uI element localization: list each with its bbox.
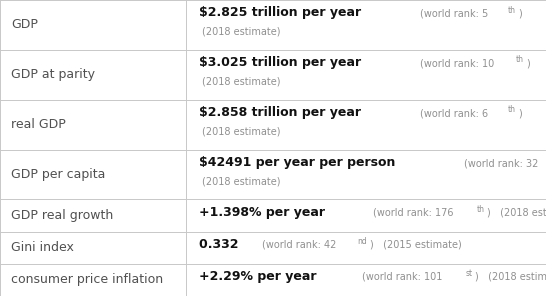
Text: (world rank: 176: (world rank: 176	[373, 207, 454, 218]
Text: (2018 estimate): (2018 estimate)	[202, 127, 281, 137]
Text: ): )	[518, 108, 521, 118]
Text: 0.332: 0.332	[199, 238, 247, 251]
Text: st: st	[466, 269, 473, 278]
Text: (world rank: 10: (world rank: 10	[420, 58, 494, 68]
Text: GDP: GDP	[11, 18, 38, 31]
Text: consumer price inflation: consumer price inflation	[11, 274, 163, 287]
Text: )   (2018 estimate): ) (2018 estimate)	[475, 272, 546, 282]
Text: GDP per capita: GDP per capita	[11, 168, 105, 181]
Text: (world rank: 5: (world rank: 5	[420, 9, 488, 18]
Text: $2.825 trillion per year: $2.825 trillion per year	[199, 7, 370, 20]
Text: +2.29% per year: +2.29% per year	[199, 270, 325, 283]
Text: GDP real growth: GDP real growth	[11, 209, 114, 222]
Text: (world rank: 6: (world rank: 6	[420, 108, 488, 118]
Text: th: th	[508, 6, 516, 15]
Text: GDP at parity: GDP at parity	[11, 68, 95, 81]
Text: )   (2015 estimate): ) (2015 estimate)	[370, 240, 462, 250]
Text: )   (2018 estimate): ) (2018 estimate)	[488, 207, 546, 218]
Text: (world rank: 32: (world rank: 32	[464, 158, 538, 168]
Text: (2018 estimate): (2018 estimate)	[202, 176, 281, 186]
Text: (2018 estimate): (2018 estimate)	[202, 77, 281, 87]
Text: $2.858 trillion per year: $2.858 trillion per year	[199, 106, 370, 119]
Text: th: th	[508, 105, 515, 114]
Text: real GDP: real GDP	[11, 118, 66, 131]
Text: (world rank: 101: (world rank: 101	[362, 272, 443, 282]
Text: ): )	[526, 58, 530, 68]
Text: +1.398% per year: +1.398% per year	[199, 205, 334, 218]
Text: th: th	[515, 55, 524, 65]
Text: th: th	[477, 205, 485, 214]
Text: nd: nd	[358, 237, 367, 246]
Text: ): )	[518, 9, 522, 18]
Text: $42491 per year per person: $42491 per year per person	[199, 156, 405, 169]
Text: Gini index: Gini index	[11, 241, 74, 254]
Text: (world rank: 42: (world rank: 42	[262, 240, 336, 250]
Text: $3.025 trillion per year: $3.025 trillion per year	[199, 56, 370, 69]
Text: (2018 estimate): (2018 estimate)	[202, 27, 281, 37]
